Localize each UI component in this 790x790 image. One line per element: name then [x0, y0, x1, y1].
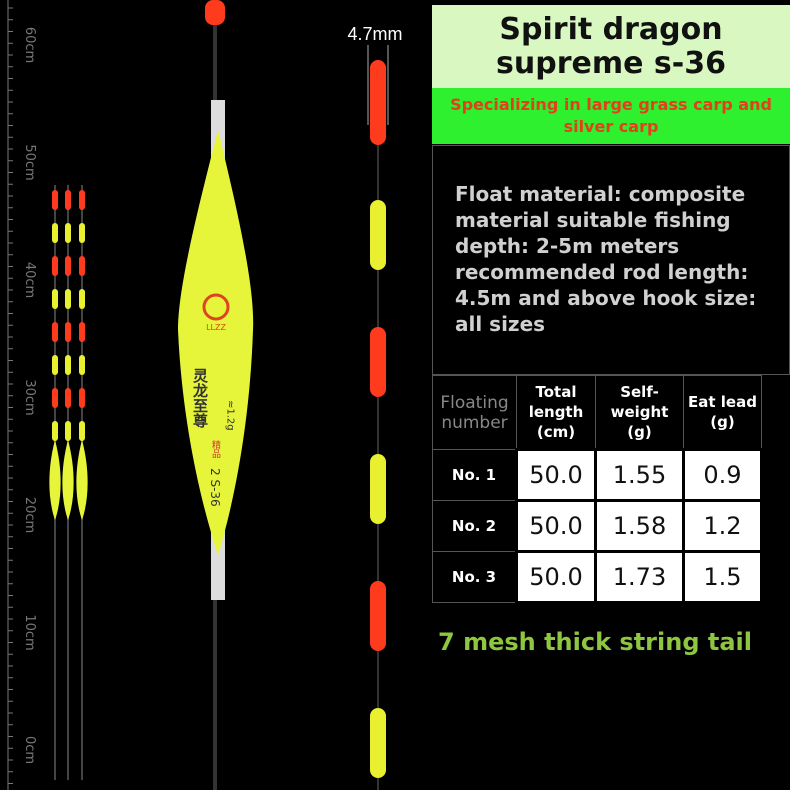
row-label: No. 2 — [432, 500, 517, 552]
mini-body — [62, 440, 74, 520]
column-header: Self-weight (g) — [595, 375, 684, 450]
ruler-label: 50cm — [22, 144, 37, 180]
tail-segment — [370, 581, 386, 651]
tail-diameter: 4.7mm — [347, 24, 402, 44]
row-label: No. 3 — [432, 551, 517, 603]
tail-segments — [370, 60, 386, 778]
mini-segment — [65, 256, 71, 276]
table-row: No. 1 50.0 1.55 0.9 — [432, 448, 763, 502]
table-value: 0.9 — [682, 448, 763, 502]
tail-segment — [370, 708, 386, 778]
mini-segment — [65, 289, 71, 309]
spec-table: Floating number Total length (cm) Self-wei… — [432, 375, 763, 604]
table-value: 1.73 — [594, 550, 685, 604]
ruler: 60cm 50cm 40cm 30cm 20cm 10cm 0cm — [8, 7, 37, 784]
mini-segment — [65, 322, 71, 342]
tail-segment — [370, 454, 386, 524]
float-body — [178, 130, 254, 555]
ruler-label: 20cm — [22, 497, 37, 533]
float-grade: 精品 — [210, 439, 221, 459]
column-header: Total length (cm) — [516, 375, 596, 450]
product-drawing: 60cm 50cm 40cm 30cm 20cm 10cm 0cm LLZZ 灵龙至尊 ≈1… — [7, 0, 403, 790]
small-floats — [49, 185, 88, 780]
mini-body — [49, 440, 61, 520]
table-value: 1.5 — [682, 550, 763, 604]
column-header: Eat lead (g) — [683, 375, 762, 450]
description: Float material: composite material suita… — [432, 145, 790, 375]
mini-segment — [65, 355, 71, 375]
table-value: 1.58 — [594, 499, 685, 553]
float-logo — [202, 293, 230, 321]
mini-segment — [65, 421, 71, 441]
float-brand: LLZZ — [206, 323, 226, 332]
mini-segment — [52, 223, 58, 243]
mini-segment — [52, 256, 58, 276]
ruler-label: 60cm — [22, 27, 37, 63]
subtitle: Specializing in large grass carp and sil… — [432, 88, 790, 144]
mini-segment — [65, 388, 71, 408]
ruler-label: 10cm — [22, 614, 37, 650]
column-header: Floating number — [432, 375, 517, 450]
mini-segment — [52, 355, 58, 375]
mini-segment — [79, 421, 85, 441]
mini-segment — [52, 388, 58, 408]
mini-segment — [52, 190, 58, 210]
ruler-label: 40cm — [22, 262, 37, 298]
mini-body — [76, 440, 88, 520]
table-row: No. 2 50.0 1.58 1.2 — [432, 499, 763, 553]
float-weight: ≈1.2g — [225, 400, 236, 431]
table-value: 50.0 — [515, 448, 597, 502]
tail-segment — [370, 60, 386, 145]
mini-segment — [79, 322, 85, 342]
tail-segment — [370, 327, 386, 397]
ruler-label: 30cm — [22, 379, 37, 415]
float-model: 2 S-36 — [208, 468, 222, 507]
table-value: 50.0 — [515, 499, 597, 553]
title: Spirit dragon supreme s-36 — [432, 5, 790, 88]
mini-segment — [79, 289, 85, 309]
mini-segment — [65, 223, 71, 243]
table-value: 1.55 — [594, 448, 685, 502]
tail-segment — [370, 200, 386, 270]
header-row: Floating number Total length (cm) Self-wei… — [432, 375, 762, 450]
row-label: No. 1 — [432, 449, 517, 501]
table-row: No. 3 50.0 1.73 1.5 — [432, 550, 763, 604]
mini-segment — [52, 289, 58, 309]
table-value: 1.2 — [682, 499, 763, 553]
mini-segment — [79, 355, 85, 375]
mini-segment — [79, 190, 85, 210]
mini-segment — [52, 421, 58, 441]
float-name: 灵龙至尊 — [191, 368, 209, 429]
mini-segment — [79, 388, 85, 408]
mini-segment — [79, 223, 85, 243]
tail-caption: 7 mesh thick string tail — [438, 628, 752, 656]
float-tip — [205, 0, 225, 25]
table-value: 50.0 — [515, 550, 597, 604]
ruler-label: 0cm — [22, 736, 37, 764]
mini-segment — [52, 322, 58, 342]
mini-segment — [65, 190, 71, 210]
mini-segment — [79, 256, 85, 276]
